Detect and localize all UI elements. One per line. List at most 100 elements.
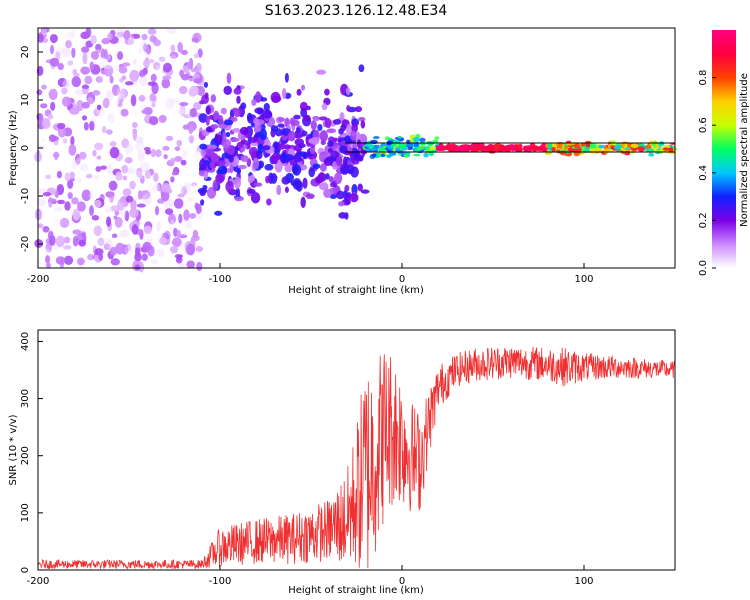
spectrogram-cell bbox=[150, 73, 157, 83]
spectrogram-cell bbox=[226, 72, 232, 84]
spectrogram-cell bbox=[100, 48, 106, 59]
spectrogram-cell bbox=[184, 181, 191, 187]
spectrogram-cell bbox=[139, 161, 150, 173]
spectrogram-cell bbox=[481, 148, 487, 153]
spectrogram-cell bbox=[57, 77, 67, 88]
spectrogram-cell bbox=[134, 136, 144, 144]
spectrogram-cell bbox=[236, 95, 241, 104]
spectrogram-cell bbox=[76, 201, 86, 212]
spectrogram-cell bbox=[145, 149, 152, 155]
spectrogram-cell bbox=[137, 190, 143, 200]
colorbar-tick-label: 0.8 bbox=[698, 70, 709, 86]
spectrogram-cell bbox=[250, 136, 258, 144]
spectrogram-cell bbox=[68, 30, 77, 39]
spectrogram-cell bbox=[531, 146, 539, 152]
spectrogram-cell bbox=[154, 179, 159, 192]
spectrogram-cell bbox=[338, 128, 344, 135]
spectrogram-cell bbox=[162, 75, 172, 80]
spectrogram-cell bbox=[37, 112, 44, 124]
spectrogram-cell bbox=[585, 143, 591, 148]
spectrogram-cell bbox=[247, 175, 254, 184]
spectrogram-cell bbox=[223, 85, 233, 95]
spectrogram-cell bbox=[189, 107, 198, 118]
spectrogram-cell bbox=[71, 197, 79, 205]
spectrogram-cell bbox=[284, 186, 289, 193]
spectrogram-cell bbox=[334, 172, 343, 185]
spectrogram-cell bbox=[117, 101, 123, 108]
spectrogram-ylabel: Frequency (Hz) bbox=[8, 110, 19, 186]
spectrogram-cell bbox=[235, 187, 241, 199]
spectrogram-cell bbox=[55, 50, 61, 60]
spectrogram-cell bbox=[61, 47, 71, 58]
spectrogram-cell bbox=[163, 30, 170, 37]
spectrogram-cell bbox=[183, 67, 190, 74]
spectrogram-cell bbox=[262, 145, 271, 151]
spectrogram-cell bbox=[49, 57, 60, 67]
spectrogram-cell bbox=[40, 103, 48, 109]
spectrogram-cell bbox=[139, 174, 145, 184]
spectrogram-cell bbox=[287, 130, 296, 142]
spectrogram-cell bbox=[41, 84, 47, 90]
spectrogram-cell bbox=[277, 117, 285, 122]
spectrogram-cell bbox=[413, 153, 421, 157]
spectrogram-cell bbox=[107, 32, 113, 41]
spectrogram-cell bbox=[71, 47, 76, 58]
spectrogram-cell bbox=[204, 92, 209, 99]
spectrogram-cell bbox=[193, 53, 200, 59]
spectrogram-cell bbox=[179, 234, 188, 239]
spectrogram-cell bbox=[55, 235, 65, 248]
spectrogram-y-tick-label: -20 bbox=[20, 236, 31, 252]
spectrogram-cell bbox=[144, 46, 152, 59]
spectrogram-cell bbox=[327, 140, 334, 147]
spectrogram-cell bbox=[164, 208, 174, 215]
spectrogram-cell bbox=[67, 222, 75, 230]
spectrogram-cell bbox=[115, 95, 120, 105]
spectrogram-cell bbox=[147, 28, 157, 35]
spectrogram-cell bbox=[205, 105, 211, 115]
spectrogram-x-tick-label: -100 bbox=[209, 274, 232, 285]
spectrogram-cell bbox=[134, 264, 141, 271]
spectrogram-cell bbox=[124, 157, 133, 164]
spectrogram-cell bbox=[82, 52, 88, 65]
spectrogram-cell bbox=[93, 108, 101, 117]
spectrogram-cell bbox=[293, 114, 301, 120]
spectrogram-cell bbox=[434, 136, 440, 140]
spectrogram-cell bbox=[68, 144, 77, 156]
spectrogram-cell bbox=[136, 203, 146, 208]
spectrogram-cell bbox=[45, 174, 52, 180]
spectrogram-cell bbox=[138, 47, 143, 54]
spectrogram-cell bbox=[319, 130, 329, 142]
spectrogram-cell bbox=[95, 166, 102, 172]
spectrogram-cell bbox=[121, 260, 128, 270]
spectrogram-cell bbox=[121, 207, 127, 220]
spectrogram-cell bbox=[100, 165, 107, 170]
spectrogram-cell bbox=[92, 89, 101, 96]
spectrogram-cell bbox=[78, 239, 87, 247]
spectrogram-cell bbox=[191, 182, 198, 187]
spectrogram-cell bbox=[181, 186, 188, 196]
spectrogram-cell bbox=[106, 237, 113, 250]
snr-x-tick-label: 100 bbox=[574, 576, 593, 587]
spectrogram-cell bbox=[134, 252, 142, 262]
spectrogram-cell bbox=[305, 105, 311, 111]
spectrogram-cell bbox=[138, 69, 146, 78]
spectrogram-cell bbox=[193, 78, 203, 84]
spectrogram-cell bbox=[187, 77, 196, 84]
spectrogram-cell bbox=[297, 156, 302, 163]
spectrogram-cell bbox=[61, 96, 72, 107]
spectrogram-cell bbox=[321, 103, 328, 111]
spectrogram-cell bbox=[81, 84, 90, 89]
spectrogram-cell bbox=[96, 104, 102, 111]
spectrogram-cell bbox=[141, 253, 148, 261]
spectrogram-cell bbox=[109, 146, 120, 159]
spectrogram-cell bbox=[153, 172, 159, 182]
spectrogram-cell bbox=[44, 248, 50, 256]
spectrogram-cell bbox=[156, 182, 162, 192]
spectrogram-cell bbox=[94, 142, 104, 151]
spectrogram-cell bbox=[141, 194, 147, 202]
spectrogram-cell bbox=[414, 143, 420, 148]
spectrogram-cell bbox=[132, 58, 137, 65]
spectrogram-cell bbox=[223, 119, 234, 126]
spectrogram-cell bbox=[338, 212, 347, 219]
spectrogram-cell bbox=[178, 213, 183, 224]
